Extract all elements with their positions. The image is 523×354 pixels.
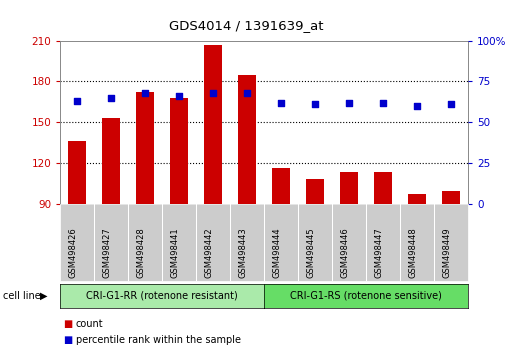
Bar <box>204 45 222 204</box>
Point <box>243 90 252 96</box>
Text: GSM498428: GSM498428 <box>136 227 145 278</box>
Bar <box>374 172 392 204</box>
Text: GDS4014 / 1391639_at: GDS4014 / 1391639_at <box>168 19 323 33</box>
Bar <box>306 179 324 204</box>
Text: GSM498441: GSM498441 <box>170 227 179 278</box>
Point <box>209 90 218 96</box>
Text: GSM498448: GSM498448 <box>408 227 417 278</box>
Text: GSM498444: GSM498444 <box>272 227 281 278</box>
Text: count: count <box>76 319 104 329</box>
Point <box>379 100 388 105</box>
Text: GSM498427: GSM498427 <box>102 227 111 278</box>
Bar <box>442 191 460 204</box>
Text: GSM498445: GSM498445 <box>306 227 315 278</box>
Text: GSM498449: GSM498449 <box>442 227 451 278</box>
Text: GSM498446: GSM498446 <box>340 227 349 278</box>
Point <box>277 100 286 105</box>
Point <box>413 103 422 109</box>
Bar <box>170 98 188 204</box>
Text: ▶: ▶ <box>40 291 47 301</box>
Point <box>175 93 184 99</box>
Point <box>447 101 456 107</box>
Bar <box>340 172 358 204</box>
Text: GSM498443: GSM498443 <box>238 227 247 278</box>
Text: CRI-G1-RR (rotenone resistant): CRI-G1-RR (rotenone resistant) <box>86 291 238 301</box>
Text: percentile rank within the sample: percentile rank within the sample <box>76 335 241 345</box>
Text: GSM498442: GSM498442 <box>204 227 213 278</box>
Point <box>141 90 150 96</box>
Text: GSM498426: GSM498426 <box>68 227 77 278</box>
Text: cell line: cell line <box>3 291 40 301</box>
Bar <box>68 141 86 204</box>
Bar <box>272 168 290 204</box>
Text: GSM498447: GSM498447 <box>374 227 383 278</box>
Point <box>107 95 116 101</box>
Point <box>73 98 82 104</box>
Bar <box>102 118 120 204</box>
Text: ■: ■ <box>63 319 72 329</box>
Text: CRI-G1-RS (rotenone sensitive): CRI-G1-RS (rotenone sensitive) <box>290 291 442 301</box>
Text: ■: ■ <box>63 335 72 345</box>
Bar <box>136 92 154 204</box>
Bar <box>408 194 426 204</box>
Bar <box>238 75 256 204</box>
Point <box>311 101 320 107</box>
Point <box>345 100 354 105</box>
